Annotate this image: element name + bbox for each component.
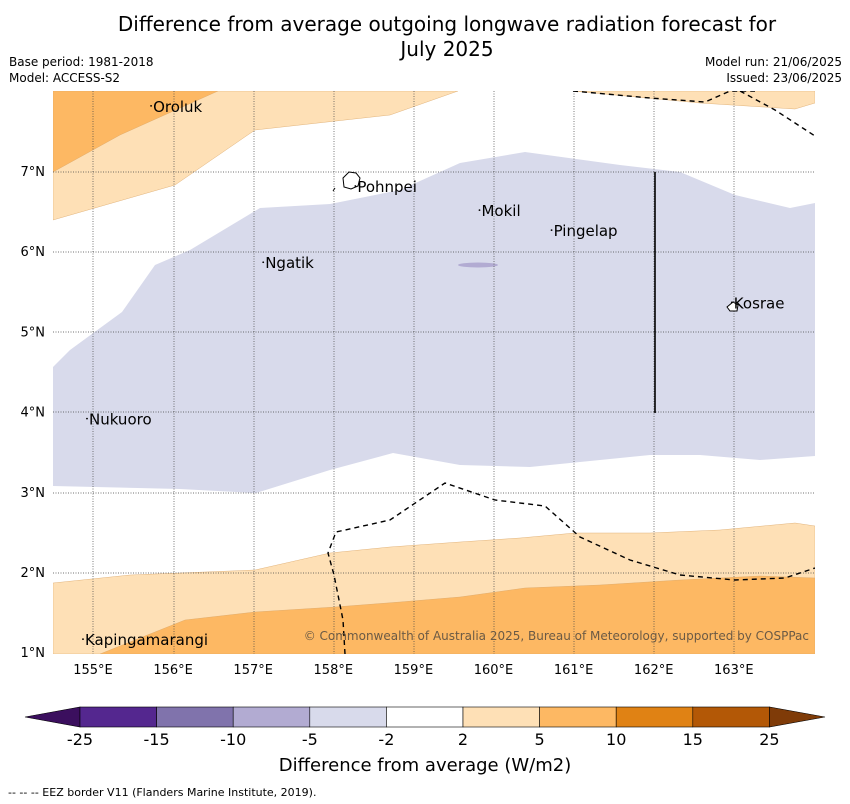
colorbar-tick-label: -2 [378, 730, 395, 749]
colorbar-swatch [79, 706, 157, 728]
colorbar-max-arrow [769, 706, 826, 728]
place-label: Nukuoro [89, 411, 152, 429]
model-run: Model run: 21/06/2025 [704, 55, 842, 69]
lon-tick-label: 156°E [153, 663, 193, 678]
colorbar-tick-label: -10 [220, 730, 247, 749]
place-marker [550, 229, 553, 232]
map-plot-area: Oroluk Pohnpei Mokil Pingelap Ngatik Kosrae Nu… [53, 91, 815, 654]
lat-tick-label: 5°N [21, 325, 46, 340]
colorbar-swatch [539, 706, 617, 728]
colorbar-tick-label: 5 [534, 730, 545, 749]
colorbar-tick-label: 10 [606, 730, 627, 749]
place-label: Pingelap [554, 222, 618, 240]
colorbar-swatch [615, 706, 694, 728]
latitude-tick-labels: 7°N 6°N 5°N 4°N 3°N 2°N 1°N [21, 165, 46, 661]
eez-northeast-border [739, 91, 815, 137]
colorbar-swatch [692, 706, 770, 728]
eez-south-border [327, 482, 815, 654]
island-dash-mark [332, 187, 336, 192]
map-title: Difference from average outgoing longwav… [0, 12, 850, 62]
top-left-orange-region [53, 91, 219, 173]
lat-tick-label: 3°N [21, 486, 46, 501]
place-marker [354, 185, 357, 187]
colorbar-swatch [156, 706, 234, 728]
bottom-orange-region [99, 575, 815, 654]
eez-footnote: -- -- -- EEZ border V11 (Flanders Marine… [8, 786, 317, 799]
colorbar-tick-label: 25 [759, 730, 780, 749]
lon-tick-label: 163°E [714, 663, 754, 678]
place-marker [478, 209, 481, 212]
left-metadata: Base period: 1981-2018 Model: ACCESS-S2 [9, 54, 154, 86]
lat-tick-label: 6°N [21, 245, 46, 260]
colorbar-swatch [309, 706, 387, 728]
lon-tick-label: 155°E [73, 663, 113, 678]
lon-tick-label: 160°E [474, 663, 514, 678]
place-label: Pohnpei [357, 178, 417, 196]
colorbar-min-arrow [24, 706, 81, 728]
title-line-2: July 2025 [400, 37, 494, 61]
small-purple-patch [458, 262, 498, 268]
title-line-1: Difference from average outgoing longwav… [117, 12, 777, 36]
place-marker [262, 261, 265, 264]
place-marker [150, 104, 152, 107]
colorbar-tick-label: -15 [143, 730, 170, 749]
copyright-text: © Commonwealth of Australia 2025, Bureau… [304, 629, 809, 643]
lon-tick-label: 157°E [233, 663, 273, 678]
top-left-light-orange-region [53, 91, 459, 221]
place-label: Ngatik [265, 254, 314, 272]
lat-tick-label: 2°N [21, 566, 46, 581]
lat-tick-label: 1°N [21, 646, 46, 661]
model-name: Model: ACCESS-S2 [9, 71, 121, 85]
lon-tick-label: 162°E [634, 663, 674, 678]
colorbar [24, 706, 826, 728]
colorbar-label: Difference from average (W/m2) [278, 755, 572, 776]
colorbar-swatch [386, 706, 464, 728]
top-right-light-orange-region [572, 91, 815, 110]
right-metadata: Model run: 21/06/2025 Issued: 23/06/2025 [705, 54, 842, 86]
pohnpei-island [342, 171, 361, 190]
place-label: Oroluk [153, 98, 202, 116]
place-marker [86, 417, 88, 420]
eez-borders [327, 91, 815, 654]
place-labels: Oroluk Pohnpei Mokil Pingelap Ngatik Kosrae Nu… [82, 98, 784, 649]
colorbar-swatch [462, 706, 540, 728]
colorbar-tick-label: -5 [301, 730, 318, 749]
central-light-purple-region [53, 152, 815, 493]
colorbar-swatch [232, 706, 311, 728]
place-label: Kosrae [734, 294, 785, 312]
place-marker [730, 301, 733, 304]
lon-tick-label: 158°E [314, 663, 354, 678]
place-label: Mokil [481, 202, 520, 220]
longitude-tick-labels: 155°E 156°E 157°E 158°E 159°E 160°E 161°E 162°E… [73, 663, 753, 678]
place-marker [82, 638, 84, 641]
lat-tick-label: 4°N [21, 406, 46, 421]
lat-tick-label: 7°N [21, 165, 46, 180]
colorbar-tick-label: 15 [682, 730, 703, 749]
lon-tick-label: 161°E [554, 663, 594, 678]
lon-tick-label: 159°E [394, 663, 434, 678]
colorbar-tick-label: -25 [66, 730, 94, 749]
place-label: Kapingamarangi [85, 631, 208, 649]
base-period: Base period: 1981-2018 [9, 55, 154, 69]
graticule [53, 91, 815, 654]
issued-date: Issued: 23/06/2025 [726, 71, 842, 85]
colorbar-tick-label: 2 [457, 730, 469, 749]
